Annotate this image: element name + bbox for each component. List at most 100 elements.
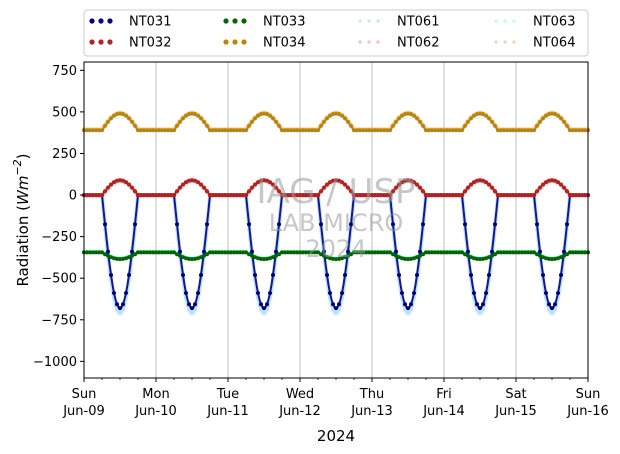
data-point [265, 178, 269, 183]
data-point [325, 182, 329, 187]
data-point [484, 180, 488, 185]
data-point [310, 128, 314, 133]
watermark: IAG / USP LAB MICRO 2024 [256, 172, 415, 263]
legend-marker [367, 19, 371, 23]
data-point [283, 128, 287, 133]
data-point [448, 250, 452, 255]
data-point [127, 182, 131, 187]
data-point [106, 185, 110, 190]
data-point [310, 193, 314, 198]
data-point [193, 256, 197, 261]
data-point [535, 252, 539, 257]
legend-item-NT061: NT061 [358, 15, 439, 30]
data-point [544, 291, 548, 295]
data-point [124, 256, 128, 261]
series-NT034 [82, 111, 590, 133]
data-point [418, 119, 422, 124]
data-point [562, 249, 566, 254]
data-point [538, 253, 542, 258]
data-point [502, 193, 506, 198]
data-point [103, 123, 107, 128]
data-point [172, 250, 176, 255]
data-point [523, 128, 527, 133]
data-point [511, 250, 515, 255]
data-point [301, 193, 305, 198]
data-point [286, 193, 290, 198]
data-point [241, 193, 245, 198]
legend-marker [503, 19, 507, 23]
data-point [397, 255, 401, 260]
data-point [337, 112, 341, 117]
data-point [130, 253, 134, 258]
data-point [301, 128, 305, 133]
legend-label: NT061 [397, 15, 439, 30]
data-point [142, 193, 146, 198]
data-point [394, 253, 398, 258]
data-point [493, 189, 497, 194]
data-point [265, 256, 269, 261]
data-point [553, 256, 557, 261]
data-point [88, 193, 92, 198]
data-point [163, 250, 167, 255]
data-point [229, 128, 233, 133]
data-point [559, 255, 563, 260]
data-point [442, 128, 446, 133]
data-point [244, 128, 248, 133]
data-point [223, 250, 227, 255]
x-tick-date: Jun-10 [134, 404, 177, 419]
data-point [334, 111, 338, 116]
data-point [388, 193, 392, 198]
data-point [100, 128, 104, 133]
data-point [253, 116, 257, 121]
vertical-grid [83, 62, 589, 378]
data-point [352, 193, 356, 198]
watermark-line-3: 2024 [305, 235, 366, 263]
data-point [142, 250, 146, 255]
legend-marker [223, 18, 229, 24]
data-point [112, 180, 116, 185]
data-point [259, 256, 263, 261]
data-point [97, 193, 101, 198]
data-point [370, 128, 374, 133]
data-point [520, 250, 524, 255]
data-point [262, 257, 266, 262]
data-point [232, 128, 236, 133]
data-point [88, 250, 92, 255]
data-point [439, 193, 443, 198]
data-point [328, 291, 332, 295]
legend-label: NT034 [263, 36, 305, 51]
data-point [253, 255, 257, 260]
data-point [121, 112, 125, 117]
data-point [208, 193, 212, 198]
data-point [148, 193, 152, 198]
legend-box [83, 9, 589, 57]
data-point [466, 185, 470, 190]
data-point [127, 273, 131, 277]
data-point [259, 178, 263, 183]
data-point [307, 128, 311, 133]
data-point [544, 256, 548, 261]
data-point [466, 249, 470, 254]
data-point [514, 128, 518, 133]
data-point [217, 128, 221, 133]
series-NT033 [82, 250, 590, 262]
data-point [469, 273, 473, 277]
data-point [484, 291, 488, 295]
data-point [196, 113, 200, 118]
data-point [127, 116, 131, 121]
data-point [439, 250, 443, 255]
data-point [316, 250, 320, 255]
data-point [196, 291, 200, 295]
data-point [415, 255, 419, 260]
data-point [421, 222, 425, 227]
data-point [424, 250, 428, 255]
x-tick-date: Jun-09 [62, 404, 105, 419]
data-point [277, 252, 281, 257]
data-point [187, 302, 191, 307]
data-point [337, 178, 341, 183]
data-point [202, 249, 206, 254]
data-point [247, 252, 251, 257]
data-point [583, 128, 587, 133]
data-point [400, 291, 404, 295]
data-point [307, 250, 311, 255]
